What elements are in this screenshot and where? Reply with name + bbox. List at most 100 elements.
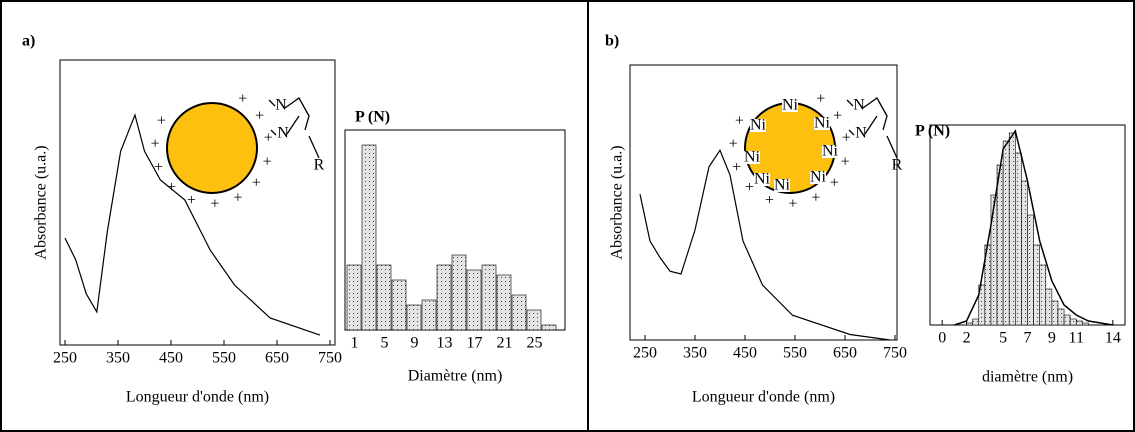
surface-label: Ni: [822, 143, 839, 160]
surface-box: [750, 119, 766, 132]
charge-label: +: [833, 107, 842, 124]
x-tick-label: 21: [497, 335, 513, 352]
x-tick-label: 450: [733, 345, 757, 362]
charge-label: +: [842, 130, 851, 147]
bar: [1033, 244, 1040, 326]
x-tick-label: 9: [411, 335, 419, 352]
x-tick-label: 17: [467, 335, 483, 352]
x-tick-label: 550: [212, 350, 236, 367]
bar: [1027, 214, 1034, 326]
x-tick-label: 750: [318, 350, 342, 367]
x-tick-label: 250: [53, 350, 77, 367]
charge-label: +: [264, 130, 273, 147]
x-axis-label: Longueur d'onde (nm): [692, 389, 835, 406]
bar: [1075, 320, 1083, 326]
charge-label: +: [233, 189, 242, 206]
atom-label: R: [892, 157, 903, 174]
x-tick-label: 0: [938, 330, 946, 347]
spectrum: [639, 148, 891, 341]
bar: [361, 144, 377, 331]
x-tick-label: 25: [527, 335, 543, 352]
bar: [1045, 288, 1053, 326]
charge-label: +: [811, 189, 820, 206]
surface-box: [814, 117, 830, 130]
y-axis-label: P (N): [915, 123, 950, 140]
bar: [451, 254, 467, 331]
charge-label: +: [830, 175, 839, 192]
bar: [972, 318, 980, 326]
atom-label: N: [277, 125, 289, 142]
x-tick-label: 650: [265, 350, 289, 367]
bar: [496, 274, 512, 331]
charge-label: +: [210, 196, 219, 213]
x-tick-label: 7: [1024, 330, 1032, 347]
bar: [1015, 152, 1022, 326]
charge-label: +: [745, 179, 754, 196]
surface-box: [774, 179, 790, 192]
charge-label: +: [151, 135, 160, 152]
bar: [466, 269, 482, 331]
surface-label: Ni: [750, 117, 767, 134]
charge-label: +: [765, 192, 774, 209]
x-tick-label: 9: [1048, 330, 1056, 347]
charge-label: +: [735, 112, 744, 129]
bar: [990, 194, 998, 326]
surface-box: [754, 173, 770, 186]
ligand: [846, 97, 898, 159]
x-tick-label: 350: [106, 350, 130, 367]
bar: [376, 264, 392, 331]
atom-label: N: [853, 97, 865, 114]
bar: [541, 324, 557, 331]
bar: [481, 264, 497, 331]
surface-box: [744, 151, 760, 164]
x-axis-label: diamètre (nm): [982, 369, 1073, 386]
bar: [436, 264, 452, 331]
bar: [346, 264, 362, 331]
y-axis-label: Absorbance (u.a.): [33, 145, 50, 259]
atom-label: N: [275, 97, 287, 114]
bar: [391, 279, 407, 331]
bar: [406, 304, 422, 331]
nanoparticle: [166, 102, 258, 194]
surface-label: Ni: [744, 149, 761, 166]
surface-box: [810, 171, 826, 184]
surface-box: [822, 145, 838, 158]
atom-label: R: [314, 157, 325, 174]
surface-box: [782, 99, 798, 112]
charge-label: +: [154, 159, 163, 176]
y-axis-label: Absorbance (u.a.): [609, 145, 626, 259]
x-tick-label: 1: [351, 335, 359, 352]
bar: [966, 322, 973, 326]
charge-label: +: [729, 135, 738, 152]
bar: [526, 309, 542, 331]
x-tick-label: 350: [683, 345, 707, 362]
chart-title: a): [22, 33, 35, 50]
charge-label: +: [167, 179, 176, 196]
bar: [1051, 300, 1059, 326]
x-axis-label: Longueur d'onde (nm): [126, 389, 269, 406]
charge-label: +: [187, 192, 196, 209]
x-tick-label: 450: [159, 350, 183, 367]
surface-label: Ni: [810, 169, 827, 186]
spectrum: [64, 113, 321, 336]
bar: [511, 294, 527, 331]
bar: [996, 164, 1004, 326]
bar: [421, 299, 437, 331]
chart-title: b): [605, 33, 619, 50]
x-tick-label: 5: [999, 330, 1007, 347]
charge-label: +: [252, 175, 261, 192]
bar: [1039, 264, 1047, 326]
axes: [629, 64, 898, 341]
fit-curve: [954, 129, 1113, 326]
bar: [1069, 318, 1077, 326]
surface-label: Ni: [782, 97, 799, 114]
x-axis-label: Diamètre (nm): [408, 368, 503, 385]
y-axis-label: P (N): [355, 109, 390, 126]
charge-label: +: [263, 153, 272, 170]
x-tick-label: 2: [963, 330, 971, 347]
bar: [1008, 132, 1016, 326]
x-tick-label: 14: [1105, 330, 1121, 347]
bar: [1002, 140, 1010, 326]
